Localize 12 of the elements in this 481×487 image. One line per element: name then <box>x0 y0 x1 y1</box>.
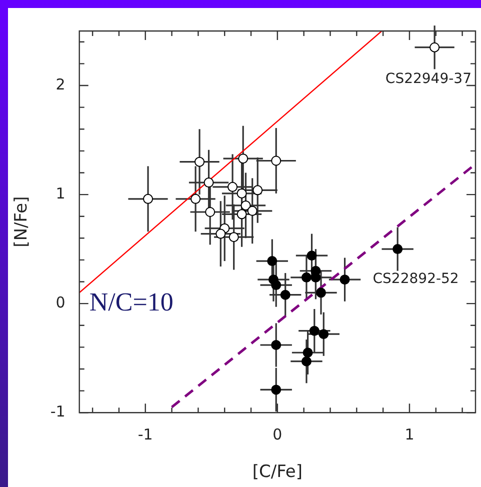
x-tick-label: 0 <box>272 425 282 444</box>
x-tick-label: 1 <box>404 425 414 444</box>
y-axis-title: [N/Fe] <box>12 196 32 248</box>
y-tick-label: -1 <box>50 402 66 420</box>
x-tick-label: -1 <box>138 425 153 444</box>
y-tick-label: 0 <box>56 293 66 312</box>
annotation: N/C=10 <box>89 287 174 316</box>
annotation: CS22949-37 <box>385 70 472 87</box>
y-tick-label: 1 <box>56 184 66 202</box>
annotation: CS22892-52 <box>372 271 459 288</box>
x-axis-title: [C/Fe] <box>252 462 303 482</box>
y-tick-label: 2 <box>56 75 66 94</box>
